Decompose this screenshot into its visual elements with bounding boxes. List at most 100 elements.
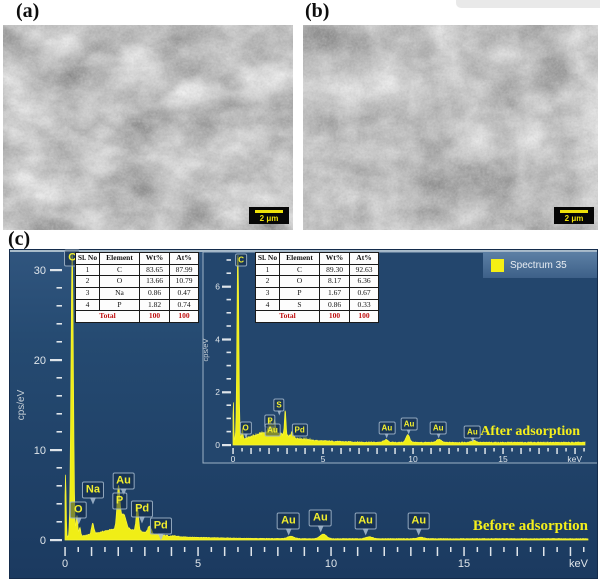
table-cell: P xyxy=(279,286,320,300)
svg-text:20: 20 xyxy=(34,355,46,367)
table-row: 4 S 0.86 0.33 xyxy=(255,298,379,312)
table-row: 2 O 13.66 10.79 xyxy=(75,275,199,288)
table-cell: 0.47 xyxy=(169,286,199,300)
table-row: 3 Na 0.86 0.47 xyxy=(75,286,199,300)
table-row: 1 C 89.30 92.63 xyxy=(255,263,379,277)
before-adsorption-label: Before adsorption xyxy=(472,518,588,534)
svg-text:6: 6 xyxy=(215,282,220,292)
svg-text:0: 0 xyxy=(215,440,220,450)
total-value: 100 xyxy=(349,310,379,323)
table-cell: C xyxy=(99,263,140,277)
column-header: Wt% xyxy=(139,252,170,265)
table-cell: 6.36 xyxy=(349,275,379,288)
sem-image-a: 2 μm xyxy=(3,25,293,230)
svg-text:cps/eV: cps/eV xyxy=(16,389,27,420)
table-cell: C xyxy=(279,263,320,277)
scale-bar-line xyxy=(560,210,588,213)
total-label: Total xyxy=(75,310,140,323)
table-cell: 2 xyxy=(75,275,100,288)
panel-b-label: (b) xyxy=(305,0,330,22)
table-cell: 87.99 xyxy=(169,263,199,277)
svg-text:30: 30 xyxy=(34,265,46,277)
svg-text:4: 4 xyxy=(215,334,220,344)
column-header: Wt% xyxy=(319,252,350,265)
table-total-row: Total 100 100 xyxy=(75,310,199,323)
total-value: 100 xyxy=(169,310,199,323)
table-cell: 0.86 xyxy=(139,286,170,300)
scale-bar-b: 2 μm xyxy=(554,207,594,224)
column-header: At% xyxy=(169,252,199,265)
table-cell: S xyxy=(279,298,320,312)
eds-table-before: Sl. No Element Wt% At% 1 C 83.65 87.99 2 O 13.66 10… xyxy=(75,252,199,323)
column-header: At% xyxy=(349,252,379,265)
table-cell: 10.79 xyxy=(169,275,199,288)
total-value: 100 xyxy=(139,310,170,323)
table-cell: P xyxy=(99,298,140,312)
table-cell: 0.67 xyxy=(349,286,379,300)
table-row: 3 P 1.67 0.67 xyxy=(255,286,379,300)
panel-c-label: (c) xyxy=(8,228,31,250)
sem-texture-a xyxy=(3,25,293,230)
scale-bar-line xyxy=(255,210,283,213)
table-cell: 8.17 xyxy=(319,275,350,288)
scale-bar-label: 2 μm xyxy=(564,214,584,223)
table-cell: 89.30 xyxy=(319,263,350,277)
svg-text:10: 10 xyxy=(34,445,46,457)
element-composition-table: Sl. No Element Wt% At% 1 C 83.65 87.99 2 O 13.66 10… xyxy=(75,252,199,323)
svg-text:15: 15 xyxy=(498,454,508,464)
table-header-row: Sl. No Element Wt% At% xyxy=(255,252,379,265)
table-cell: 0.74 xyxy=(169,298,199,312)
table-cell: 1.82 xyxy=(139,298,170,312)
table-cell: 4 xyxy=(255,298,280,312)
table-header-row: Sl. No Element Wt% At% xyxy=(75,252,199,265)
table-cell: 13.66 xyxy=(139,275,170,288)
column-header: Element xyxy=(279,252,320,265)
after-adsorption-label: After adsorption xyxy=(480,424,580,439)
table-cell: 92.63 xyxy=(349,263,379,277)
sem-texture-b xyxy=(303,25,598,230)
scale-bar-a: 2 μm xyxy=(249,207,289,224)
eds-table-after: Sl. No Element Wt% At% 1 C 89.30 92.63 2 O 8.17 6.3… xyxy=(255,252,379,323)
svg-text:0: 0 xyxy=(62,558,68,570)
cropped-ui-artifact xyxy=(456,0,600,8)
svg-text:5: 5 xyxy=(321,454,326,464)
legend-label: Spectrum 35 xyxy=(510,259,567,271)
table-cell: 4 xyxy=(75,298,100,312)
table-cell: 2 xyxy=(255,275,280,288)
table-cell: 83.65 xyxy=(139,263,170,277)
table-row: 4 P 1.82 0.74 xyxy=(75,298,199,312)
svg-text:10: 10 xyxy=(325,558,337,570)
sem-image-b: 2 μm xyxy=(303,25,598,230)
table-cell: 1 xyxy=(75,263,100,277)
svg-text:2: 2 xyxy=(215,387,220,397)
svg-text:10: 10 xyxy=(408,454,418,464)
total-label: Total xyxy=(255,310,320,323)
svg-text:cps/eV: cps/eV xyxy=(201,339,210,362)
column-header: Sl. No xyxy=(75,252,100,265)
svg-text:15: 15 xyxy=(458,558,470,570)
panel-a-label: (a) xyxy=(16,0,40,22)
table-cell: 1 xyxy=(255,263,280,277)
table-cell: 3 xyxy=(75,286,100,300)
column-header: Element xyxy=(99,252,140,265)
table-total-row: Total 100 100 xyxy=(255,310,379,323)
table-cell: 0.33 xyxy=(349,298,379,312)
element-composition-table: Sl. No Element Wt% At% 1 C 89.30 92.63 2 O 8.17 6.3… xyxy=(255,252,379,323)
table-cell: 0.86 xyxy=(319,298,350,312)
table-row: 1 C 83.65 87.99 xyxy=(75,263,199,277)
table-cell: O xyxy=(279,275,320,288)
table-row: 2 O 8.17 6.36 xyxy=(255,275,379,288)
eds-panel: 0 5 10 15 keV 0 10 20 30 cps/eV 0 5 10 15 keV 0 2 4 6 cps/e… xyxy=(10,249,597,578)
column-header: Sl. No xyxy=(255,252,280,265)
scale-bar-label: 2 μm xyxy=(259,214,279,223)
svg-text:keV: keV xyxy=(567,454,582,464)
total-value: 100 xyxy=(319,310,350,323)
table-cell: O xyxy=(99,275,140,288)
svg-text:keV: keV xyxy=(569,558,589,570)
svg-text:5: 5 xyxy=(195,558,201,570)
svg-text:0: 0 xyxy=(231,454,236,464)
table-cell: 3 xyxy=(255,286,280,300)
table-cell: Na xyxy=(99,286,140,300)
legend: Spectrum 35 xyxy=(483,252,597,278)
